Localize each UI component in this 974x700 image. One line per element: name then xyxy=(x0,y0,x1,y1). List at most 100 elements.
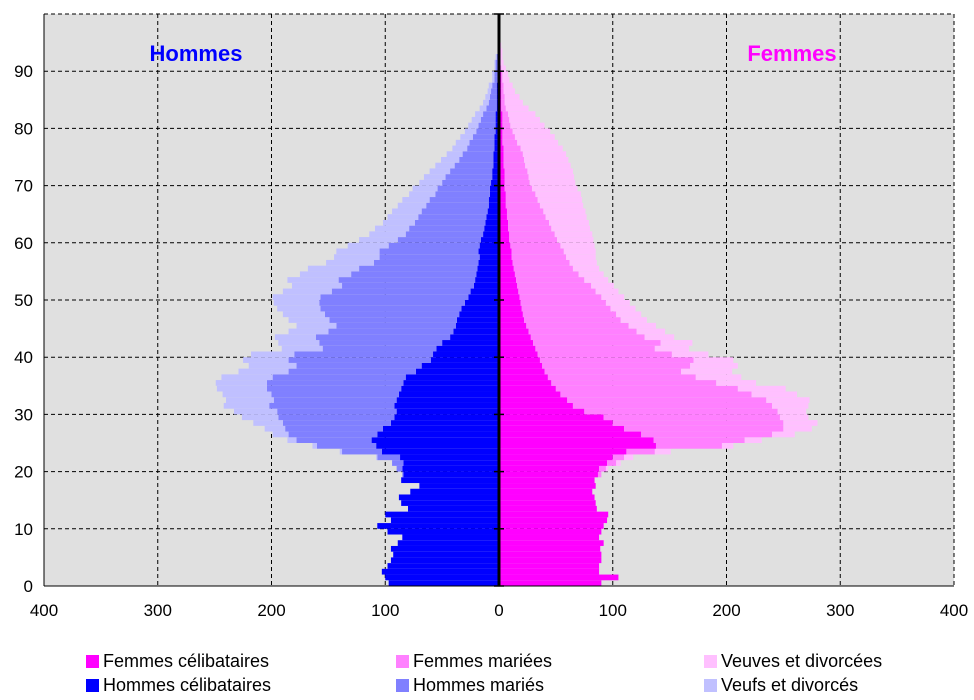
bar-veuves-divorcees xyxy=(505,105,529,112)
bar-femmes-mariees xyxy=(626,448,655,455)
bar-femmes-mariees xyxy=(503,157,525,163)
bar-hommes-maries xyxy=(442,179,492,186)
bar-femmes-celibataires xyxy=(499,168,505,175)
bar-femmes-celibataires xyxy=(499,277,517,283)
bar-veuves-divorcees xyxy=(654,345,689,352)
bar-hommes-celibataires xyxy=(421,362,499,369)
bar-femmes-mariees xyxy=(526,322,629,329)
bar-veuves-divorcees xyxy=(566,254,596,260)
bar-veufs-divorces xyxy=(264,425,286,432)
bar-hommes-celibataires xyxy=(453,328,499,335)
bar-hommes-celibataires xyxy=(493,157,499,163)
legend-swatch xyxy=(86,678,99,692)
bar-hommes-celibataires xyxy=(477,265,499,272)
bar-veufs-divorces xyxy=(296,322,337,329)
bar-femmes-celibataires xyxy=(499,151,504,157)
bar-hommes-celibataires xyxy=(459,311,499,318)
bar-femmes-mariees xyxy=(501,88,504,95)
bar-femmes-mariees xyxy=(502,111,509,117)
bar-femmes-mariees xyxy=(511,248,564,255)
bar-femmes-mariees xyxy=(503,151,523,157)
bar-femmes-mariees xyxy=(508,219,550,226)
x-tick-label: 200 xyxy=(257,601,285,620)
bar-femmes-mariees xyxy=(599,465,606,472)
bar-hommes-celibataires xyxy=(394,414,499,421)
bar-femmes-mariees xyxy=(533,340,661,346)
bar-femmes-celibataires xyxy=(499,139,503,146)
bar-veuves-divorcees xyxy=(605,300,630,306)
bar-veufs-divorces xyxy=(222,391,272,398)
bar-femmes-celibataires xyxy=(499,259,513,266)
bar-veufs-divorces xyxy=(376,454,378,461)
bar-femmes-mariees xyxy=(547,374,696,381)
bar-veuves-divorcees xyxy=(537,197,583,203)
bar-hommes-celibataires xyxy=(494,139,499,146)
bar-hommes-maries xyxy=(379,248,479,255)
bar-veufs-divorces xyxy=(494,59,496,66)
x-tick-label: 0 xyxy=(494,601,503,620)
bar-veuves-divorcees xyxy=(772,431,795,438)
bar-hommes-maries xyxy=(429,197,489,203)
bar-veuves-divorcees xyxy=(681,368,733,375)
bar-hommes-celibataires xyxy=(377,523,499,529)
bar-femmes-celibataires xyxy=(499,431,642,438)
bar-femmes-celibataires xyxy=(499,294,520,300)
bar-veuves-divorcees xyxy=(504,94,520,100)
bar-hommes-maries xyxy=(288,357,431,363)
bar-femmes-celibataires xyxy=(499,471,598,478)
bar-hommes-maries xyxy=(414,219,486,226)
bar-veuves-divorcees xyxy=(777,408,807,415)
bar-hommes-celibataires xyxy=(390,420,499,426)
bar-femmes-celibataires xyxy=(499,340,534,346)
bar-hommes-celibataires xyxy=(479,242,499,249)
bar-veuves-divorcees xyxy=(783,420,818,426)
legend-item: Femmes mariées xyxy=(396,650,552,672)
bar-veufs-divorces xyxy=(299,271,352,278)
bar-veuves-divorcees xyxy=(554,231,593,238)
bar-femmes-mariees xyxy=(506,208,544,215)
bar-femmes-mariees xyxy=(584,408,778,415)
bar-veufs-divorces xyxy=(397,202,427,209)
bar-veufs-divorces xyxy=(326,259,374,266)
bar-hommes-celibataires xyxy=(381,568,499,575)
bar-hommes-celibataires xyxy=(494,134,499,140)
bar-femmes-celibataires xyxy=(499,305,522,312)
bar-hommes-celibataires xyxy=(403,460,499,466)
bar-hommes-celibataires xyxy=(489,191,499,198)
bar-femmes-mariees xyxy=(522,311,617,318)
bar-veufs-divorces xyxy=(251,351,295,358)
bar-veuves-divorcees xyxy=(636,328,666,335)
bar-femmes-mariees xyxy=(653,437,745,443)
bar-femmes-celibataires xyxy=(499,511,609,518)
bar-hommes-celibataires xyxy=(385,574,499,581)
bar-hommes-celibataires xyxy=(478,259,499,266)
bar-hommes-maries xyxy=(278,414,395,421)
bar-femmes-celibataires xyxy=(499,420,613,426)
bar-veuves-divorcees xyxy=(737,385,786,392)
bar-hommes-celibataires xyxy=(436,345,499,352)
legend-label: Veufs et divorcés xyxy=(721,674,859,695)
bar-hommes-maries xyxy=(388,242,480,249)
bar-veufs-divorces xyxy=(241,414,279,421)
bar-veuves-divorcees xyxy=(543,208,586,215)
bar-hommes-celibataires xyxy=(387,528,499,535)
bar-hommes-celibataires xyxy=(401,477,499,484)
bar-hommes-maries xyxy=(488,99,497,106)
bar-hommes-maries xyxy=(392,460,404,466)
bar-veufs-divorces xyxy=(485,94,490,100)
bar-hommes-celibataires xyxy=(381,448,499,455)
bar-hommes-maries xyxy=(266,385,402,392)
legend-label: Femmes célibataires xyxy=(103,650,270,671)
bar-hommes-celibataires xyxy=(475,277,499,283)
bar-veuves-divorcees xyxy=(671,351,709,358)
legend-swatch xyxy=(704,678,717,692)
bar-veuves-divorcees xyxy=(654,448,671,455)
bar-hommes-celibataires xyxy=(486,214,499,220)
bar-hommes-maries xyxy=(454,162,494,169)
bar-veufs-divorces xyxy=(359,237,398,243)
bar-femmes-mariees xyxy=(518,288,596,295)
bar-veufs-divorces xyxy=(347,242,389,249)
bar-hommes-maries xyxy=(496,54,498,60)
bar-femmes-celibataires xyxy=(499,357,540,363)
bar-hommes-celibataires xyxy=(388,580,499,586)
